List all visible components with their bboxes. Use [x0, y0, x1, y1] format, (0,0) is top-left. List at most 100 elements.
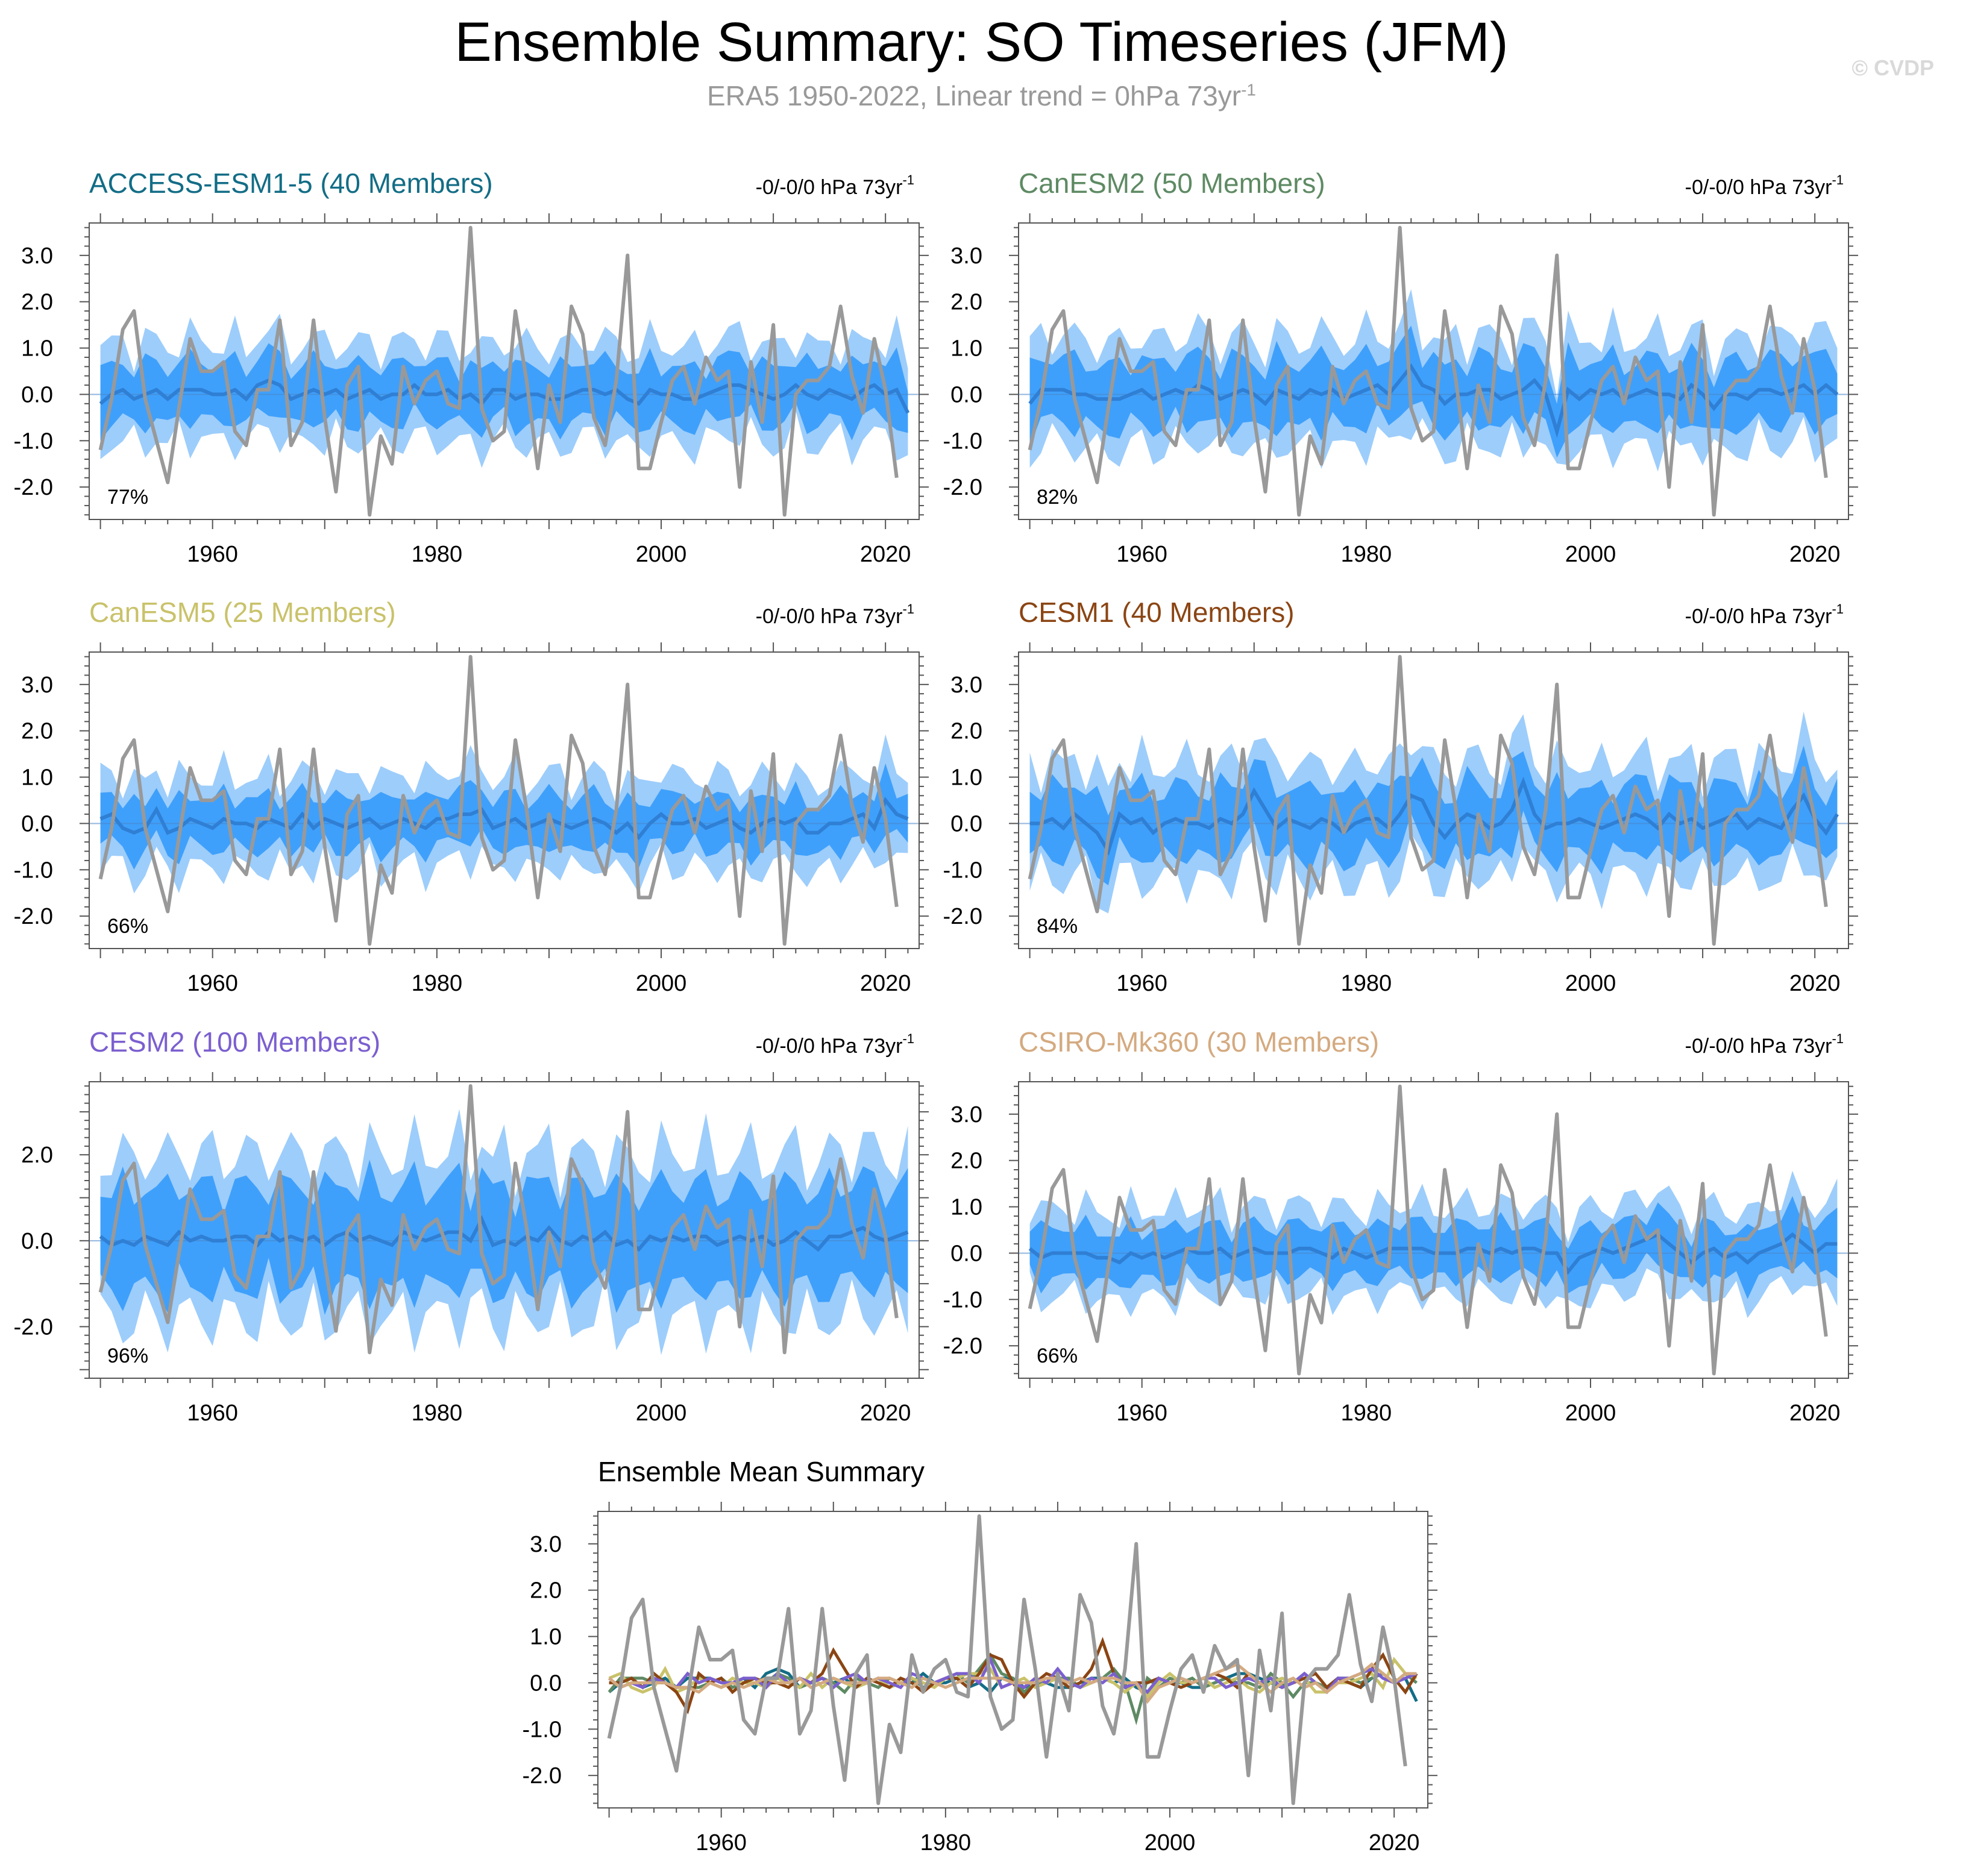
x-tick-label: 1960 [696, 1830, 747, 1856]
y-tick-label: -1.0 [943, 1287, 982, 1313]
y-tick-label: 0.0 [950, 382, 982, 407]
x-tick-label: 1980 [920, 1830, 972, 1856]
panel-5: 1960 1980 2000 2020 -2.0 -1.0 0.0 1.0 2.0 3.0 CSIR… [943, 1026, 1858, 1426]
panel-4: 1960 1980 2000 2020 -2.0 0.0 2.0 CESM2 (100 Mem… [14, 1026, 929, 1426]
x-tick-label: 2000 [1565, 1401, 1616, 1426]
ensemble-mean-series-5 [608, 1662, 1417, 1704]
x-tick-label: 1960 [1116, 1401, 1167, 1426]
figure-title: Ensemble Summary: SO Timeseries (JFM) [454, 11, 1509, 73]
inner-spread-band [100, 1159, 908, 1315]
y-tick-label: -2.0 [523, 1763, 562, 1789]
figure-subtitle: ERA5 1950-2022, Linear trend = 0hPa 73yr… [0, 80, 1963, 112]
observed-era5-line [607, 1514, 1407, 1805]
plot-area [1019, 1084, 1848, 1376]
x-tick-label: 2020 [860, 971, 911, 996]
panel-title: CESM1 (40 Members) [1019, 597, 1295, 628]
trend-label: -0/-0/0 hPa 73yr-1 [1685, 1031, 1844, 1058]
y-tick-label: 1.0 [530, 1625, 562, 1650]
y-tick-label: -1.0 [943, 858, 982, 883]
y-tick-label: -2.0 [14, 904, 53, 929]
percent-label: 82% [1037, 486, 1078, 509]
trend-label: -0/-0/0 hPa 73yr-1 [756, 1031, 914, 1058]
percent-label: 66% [1037, 1344, 1078, 1367]
x-tick-label: 2000 [1565, 542, 1616, 567]
y-tick-label: -2.0 [14, 1314, 53, 1340]
trend-superscript: -1 [1832, 601, 1844, 616]
observed-era5-line [1028, 654, 1828, 946]
y-tick-label: 3.0 [950, 673, 982, 698]
ensemble-mean-line [1028, 1232, 1838, 1275]
y-tick-label: 2.0 [950, 1149, 982, 1174]
percent-label: 66% [107, 915, 148, 938]
y-tick-label: 1.0 [950, 1195, 982, 1220]
observed-era5-line [1028, 225, 1828, 517]
plot-area [89, 225, 919, 517]
y-tick-label: 3.0 [530, 1532, 562, 1557]
y-tick-label: 0.0 [950, 1241, 982, 1266]
y-tick-label: 2.0 [950, 290, 982, 315]
plot-area [89, 654, 919, 946]
x-tick-label: 2020 [1789, 1401, 1841, 1426]
panel-title: CanESM2 (50 Members) [1019, 168, 1325, 199]
y-tick-label: 2.0 [21, 719, 53, 744]
trend-label: -0/-0/0 hPa 73yr-1 [1685, 172, 1844, 199]
trend-label: -0/-0/0 hPa 73yr-1 [756, 172, 914, 199]
subtitle-superscript: -1 [1241, 80, 1256, 99]
trend-superscript: -1 [902, 1031, 914, 1046]
y-tick-label: 2.0 [530, 1578, 562, 1604]
y-tick-label: 0.0 [21, 1229, 53, 1254]
panel-title: CESM2 (100 Members) [89, 1026, 380, 1058]
x-tick-label: 2020 [1789, 971, 1841, 996]
x-tick-label: 2000 [1145, 1830, 1196, 1856]
plot-area [89, 1084, 919, 1355]
plot-area [1019, 654, 1848, 946]
y-tick-label: 2.0 [950, 719, 982, 744]
x-tick-label: 1960 [1116, 971, 1167, 996]
x-tick-label: 1980 [412, 542, 463, 567]
x-tick-label: 1960 [187, 971, 238, 996]
y-tick-label: -2.0 [14, 475, 53, 500]
y-tick-label: 3.0 [950, 1102, 982, 1128]
plot-area [1019, 225, 1848, 517]
x-tick-label: 2000 [636, 542, 687, 567]
trend-superscript: -1 [1832, 172, 1844, 187]
cvdp-watermark: © CVDP [1852, 55, 1934, 80]
x-tick-label: 2000 [636, 1401, 687, 1426]
y-tick-label: -2.0 [943, 475, 982, 500]
trend-label: -0/-0/0 hPa 73yr-1 [756, 601, 914, 628]
y-tick-label: 0.0 [21, 382, 53, 407]
panel-1: 1960 1980 2000 2020 -2.0 -1.0 0.0 1.0 2.0 3.0 CanE… [943, 168, 1858, 567]
observed-era5-line [98, 654, 899, 946]
ensemble-mean-line [99, 797, 909, 841]
y-tick-label: -2.0 [943, 904, 982, 929]
x-tick-label: 1960 [1116, 542, 1167, 567]
x-tick-label: 1960 [187, 542, 238, 567]
panel-0: 1960 1980 2000 2020 -2.0 -1.0 0.0 1.0 2.0 3.0 ACCE… [14, 168, 929, 567]
trend-superscript: -1 [902, 601, 914, 616]
observed-era5-line [98, 225, 899, 517]
y-tick-label: 1.0 [950, 765, 982, 791]
observed-era5-line [98, 1084, 899, 1355]
y-tick-label: 0.0 [950, 811, 982, 836]
x-tick-label: 1980 [1341, 971, 1392, 996]
y-tick-label: 3.0 [950, 243, 982, 269]
x-tick-label: 2020 [860, 1401, 911, 1426]
panel-6: 1960 1980 2000 2020 -2.0 -1.0 0.0 1.0 2.0 3.0 Ense… [523, 1456, 1437, 1856]
panel-title: CanESM5 (25 Members) [89, 597, 396, 628]
panel-title: Ensemble Mean Summary [598, 1456, 925, 1487]
subtitle-text: ERA5 1950-2022, Linear trend = 0hPa 73yr [706, 80, 1242, 111]
x-tick-label: 1980 [1341, 542, 1392, 567]
trend-superscript: -1 [902, 172, 914, 187]
observed-era5-line [1028, 1084, 1828, 1376]
x-tick-label: 2020 [1789, 542, 1841, 567]
y-tick-label: 1.0 [21, 336, 53, 362]
y-tick-label: 2.0 [21, 1143, 53, 1168]
y-tick-label: -1.0 [523, 1717, 562, 1742]
percent-label: 84% [1037, 915, 1078, 938]
x-tick-label: 2020 [860, 542, 911, 567]
x-tick-label: 2020 [1369, 1830, 1420, 1856]
x-tick-label: 1980 [412, 1401, 463, 1426]
percent-label: 96% [107, 1344, 148, 1367]
y-tick-label: 1.0 [950, 336, 982, 362]
